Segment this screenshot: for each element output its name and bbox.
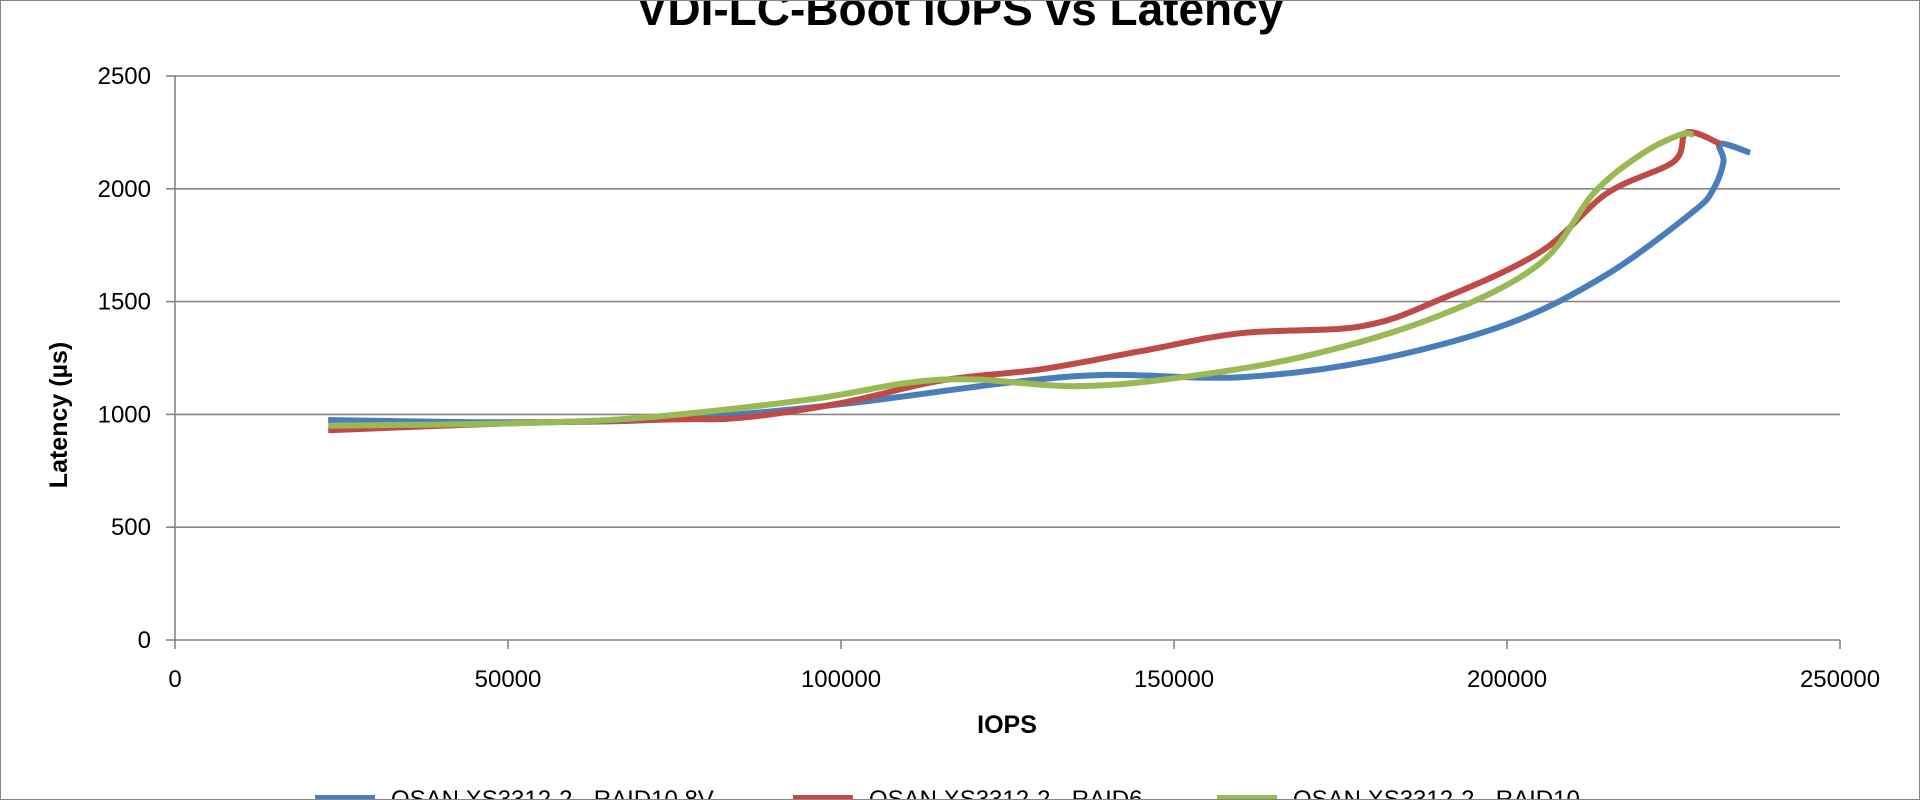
y-tick-label-4: 2000 [98, 176, 151, 203]
x-tick-label-1: 50000 [475, 666, 542, 693]
y-tick-label-1: 500 [111, 514, 151, 541]
series-line-1 [328, 140, 1752, 426]
series-line-3 [328, 130, 1694, 429]
grid-lines [175, 75, 1840, 529]
x-tick-label-2: 100000 [801, 666, 881, 693]
series-line-2 [328, 128, 1722, 434]
y-axis-label: Latency (µs) [45, 342, 73, 488]
legend-label-1: QSAN XS3312-2 - RAID10 8V [391, 786, 714, 799]
chart-title: VDI-LC-Boot IOPS vs Latency [637, 1, 1284, 35]
y-tick-label-2: 1000 [98, 401, 151, 428]
x-tick-label-5: 250000 [1800, 666, 1880, 693]
y-tick-label-0: 0 [138, 627, 151, 654]
x-tick-label-3: 150000 [1134, 666, 1214, 693]
legend: QSAN XS3312-2 - RAID10 8V QSAN XS3312-2 -… [315, 786, 1580, 799]
legend-label-3: QSAN XS3312-2 - RAID10 [1293, 786, 1580, 799]
tick-labels: 0 500 1000 1500 2000 2500 0 50000 100000 150000 20… [98, 63, 1880, 693]
y-tick-label-5: 2500 [98, 63, 151, 90]
x-axis-label: IOPS [977, 711, 1037, 739]
y-tick-label-3: 1500 [98, 289, 151, 316]
x-tick-label-4: 200000 [1467, 666, 1547, 693]
axes [166, 75, 1841, 649]
series-lines [328, 128, 1752, 434]
x-tick-label-0: 0 [168, 666, 181, 693]
legend-label-2: QSAN XS3312-2 - RAID6 [869, 786, 1142, 799]
